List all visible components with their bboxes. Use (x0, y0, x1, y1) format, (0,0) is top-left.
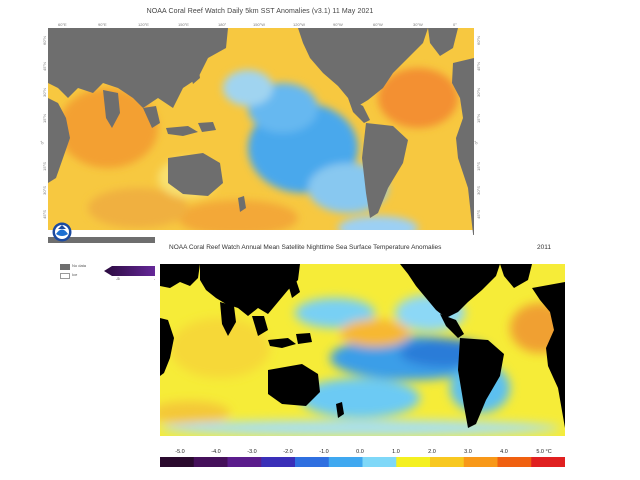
ice-swatch (60, 273, 70, 279)
colorbar-segment (193, 457, 228, 467)
colorbar-tick: -4.0 (211, 449, 221, 455)
lon-label: 120°W (293, 22, 306, 27)
colorbar-segment (463, 457, 498, 467)
colorbar-tick: -5.0 (175, 449, 185, 455)
lon-label: 0° (453, 22, 457, 27)
lon-label: 90°W (333, 22, 343, 27)
daily-sst-anomaly-panel: NOAA Coral Reef Watch Daily 5km SST Anom… (39, 0, 482, 290)
colorbar-segment (396, 457, 431, 467)
no-data-swatch (60, 264, 70, 270)
no-data-label: No data (72, 263, 87, 268)
lon-label: 60°W (373, 22, 383, 27)
lat-label: 30°S (41, 186, 47, 195)
colorbar-tick: -3.0 (247, 449, 257, 455)
ice-label: Ice (72, 272, 78, 277)
lat-label: 30°S (475, 186, 481, 195)
colorbar-tick: 2.0 (428, 449, 436, 455)
lat-label: 15°S (475, 162, 481, 171)
lat-label: 60°N (475, 36, 481, 45)
colorbar-segment (261, 457, 296, 467)
colorbar-tick: 1.0 (392, 449, 400, 455)
lon-label: 30°W (413, 22, 423, 27)
colorbar-segment (295, 457, 330, 467)
lon-label: 90°E (98, 22, 107, 27)
lat-label: 45°N (475, 62, 481, 71)
colorbar-tick: 0.0 (356, 449, 364, 455)
lon-label: 150°W (253, 22, 266, 27)
colorbar-tick: -2.0 (283, 449, 293, 455)
daily-map-latitude-labels-right: 60°N 45°N 30°N 15°N 0° 15°S 30°S 45°S (473, 28, 482, 243)
lon-label: 120°E (138, 22, 149, 27)
colorbar-segment (531, 457, 565, 467)
noaa-logo (52, 222, 72, 242)
colorbar-tick: 4.0 (500, 449, 508, 455)
lat-label: 30°N (475, 88, 481, 97)
colorbar-segment (160, 457, 195, 467)
annual-map-colorbar (160, 457, 565, 467)
annual-sst-anomaly-map (160, 258, 565, 443)
lon-label: 150°E (178, 22, 189, 27)
lat-label: 45°S (41, 210, 47, 219)
lon-label: 180° (218, 22, 227, 27)
annual-mean-sst-anomaly-panel: NOAA Coral Reef Watch Annual Mean Satell… (155, 235, 570, 480)
lat-label: 0° (473, 140, 479, 145)
daily-map-longitude-labels: 60°E 90°E 120°E 150°E 180° 150°W 120°W 9… (48, 22, 474, 28)
lat-label: 45°S (475, 210, 481, 219)
colorbar-tick: -1.0 (319, 449, 329, 455)
colorbar-tick: 3.0 (464, 449, 472, 455)
lat-label: 45°N (41, 62, 47, 71)
colorbar-segment (227, 457, 262, 467)
lat-label: 60°N (41, 36, 47, 45)
colorbar-tick: -5 (116, 276, 120, 281)
daily-map-title: NOAA Coral Reef Watch Daily 5km SST Anom… (146, 8, 374, 15)
colorbar-tick: 5.0 °C (536, 449, 552, 455)
annual-map-year: 2011 (537, 244, 551, 251)
lat-label: 0° (39, 140, 45, 145)
lat-label: 30°N (41, 88, 47, 97)
annual-map-title: NOAA Coral Reef Watch Annual Mean Satell… (169, 244, 442, 251)
colorbar-segment (328, 457, 363, 467)
daily-sst-anomaly-map (48, 28, 474, 243)
lat-label: 15°S (41, 162, 47, 171)
lat-label: 15°N (41, 114, 47, 123)
daily-map-latitude-labels-left: 60°N 45°N 30°N 15°N 0° 15°S 30°S 45°S (39, 28, 48, 243)
lat-label: 15°N (475, 114, 481, 123)
colorbar-segment (497, 457, 532, 467)
colorbar-segment (430, 457, 465, 467)
colorbar-segment (362, 457, 397, 467)
lon-label: 60°E (58, 22, 67, 27)
annual-map-colorbar-ticks: -5.0 -4.0 -3.0 -2.0 -1.0 0.0 1.0 2.0 3.0… (160, 449, 565, 457)
